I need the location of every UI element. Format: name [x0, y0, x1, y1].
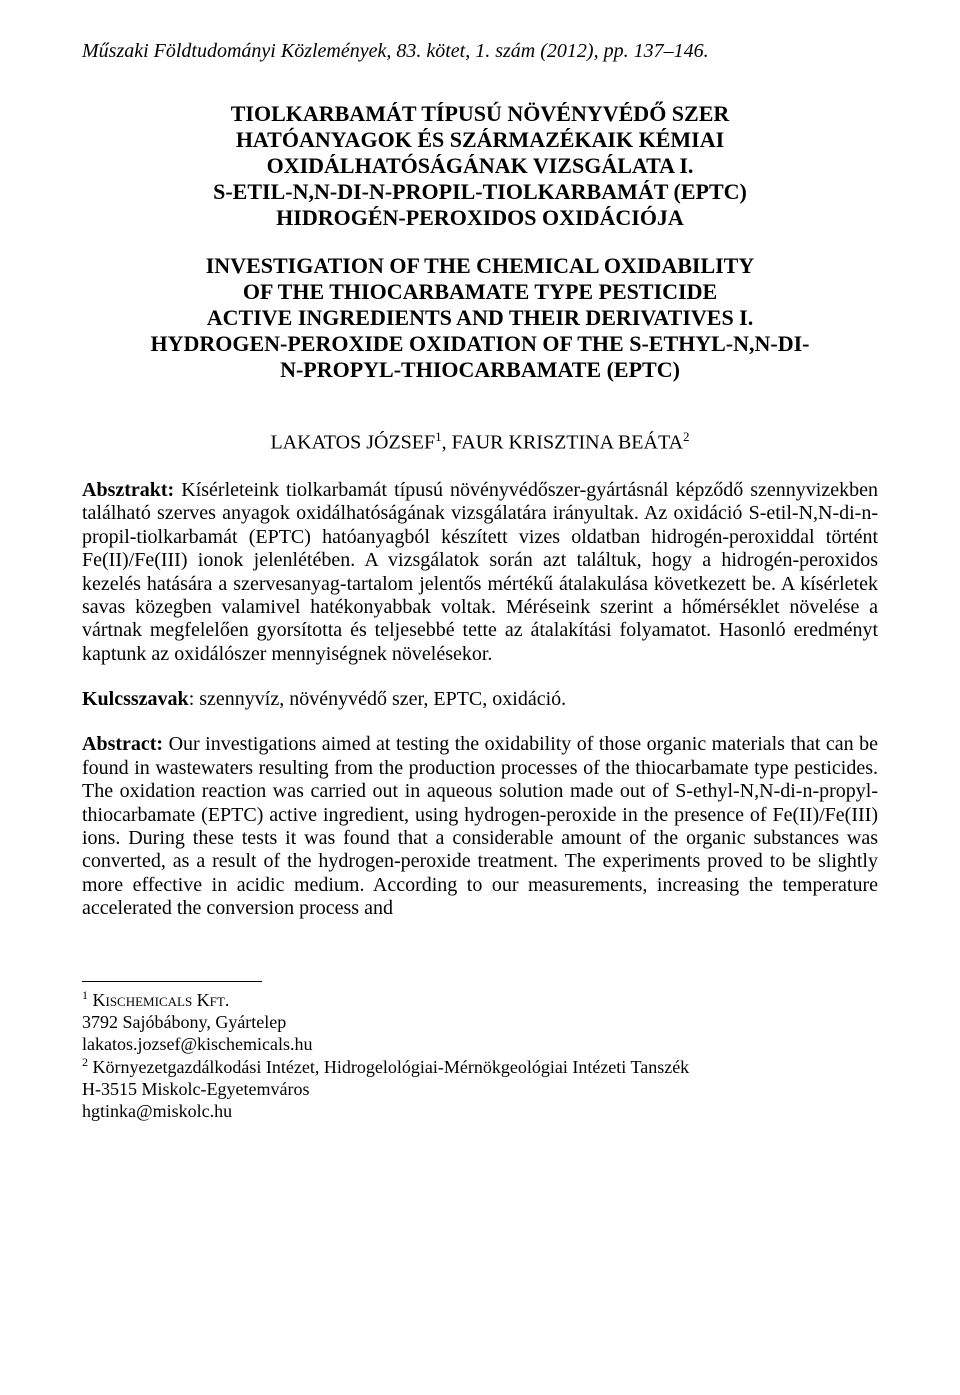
author-1: LAKATOS JÓZSEF — [270, 432, 435, 454]
keywords-hu: Kulcsszavak: szennyvíz, növényvédő szer,… — [82, 688, 878, 711]
title-hu-line5: HIDROGÉN-PEROXIDOS OXIDÁCIÓJA — [82, 205, 878, 231]
abstract-hu-body: Kísérleteink tiolkarbamát típusú növényv… — [82, 479, 878, 665]
abstract-en-lead: Abstract: — [82, 733, 163, 755]
footnote-2: 2 Környezetgazdálkodási Intézet, Hidroge… — [82, 1055, 878, 1079]
title-en-line5: N-PROPYL-THIOCARBAMATE (EPTC) — [82, 357, 878, 383]
author-2: FAUR KRISZTINA BEÁTA — [452, 432, 683, 454]
abstract-en: Abstract: Our investigations aimed at te… — [82, 733, 878, 920]
author-2-affil: 2 — [683, 429, 690, 444]
abstract-en-body: Our investigations aimed at testing the … — [82, 733, 878, 919]
footnote-2-email: hgtinka@miskolc.hu — [82, 1101, 878, 1123]
footnote-1: 1 Kischemicals Kft. — [82, 988, 878, 1012]
abstract-hu-lead: Absztrakt: — [82, 479, 174, 501]
abstract-hu: Absztrakt: Kísérleteink tiolkarbamát típ… — [82, 479, 878, 666]
title-hu-line4: S-ETIL-N,N-DI-N-PROPIL-TIOLKARBAMÁT (EPT… — [82, 179, 878, 205]
footnote-1-address: 3792 Sajóbábony, Gyártelep — [82, 1012, 878, 1034]
journal-line: Műszaki Földtudományi Közlemények, 83. k… — [82, 40, 709, 62]
keywords-hu-body: : szennyvíz, növényvédő szer, EPTC, oxid… — [189, 688, 566, 710]
footnote-2-address: H-3515 Miskolc-Egyetemváros — [82, 1079, 878, 1101]
journal-header: Műszaki Földtudományi Közlemények, 83. k… — [82, 40, 878, 63]
footnotes: 1 Kischemicals Kft. 3792 Sajóbábony, Gyá… — [82, 988, 878, 1124]
footnote-rule — [82, 981, 262, 982]
title-en-line3: ACTIVE INGREDIENTS AND THEIR DERIVATIVES… — [82, 305, 878, 331]
title-hu-line1: TIOLKARBAMÁT TÍPUSÚ NÖVÉNYVÉDŐ SZER — [82, 101, 878, 127]
title-en-line1: INVESTIGATION OF THE CHEMICAL OXIDABILIT… — [82, 253, 878, 279]
title-hu-line3: OXIDÁLHATÓSÁGÁNAK VIZSGÁLATA I. — [82, 153, 878, 179]
footnote-2-org: Környezetgazdálkodási Intézet, Hidrogelo… — [88, 1057, 689, 1077]
title-en-line4: HYDROGEN-PEROXIDE OXIDATION OF THE S-ETH… — [82, 331, 878, 357]
title-hu-line2: HATÓANYAGOK ÉS SZÁRMAZÉKAIK KÉMIAI — [82, 127, 878, 153]
footnote-1-org: Kischemicals Kft. — [88, 990, 229, 1010]
title-block: TIOLKARBAMÁT TÍPUSÚ NÖVÉNYVÉDŐ SZER HATÓ… — [82, 101, 878, 383]
author-sep: , — [442, 432, 452, 454]
title-en-line2: OF THE THIOCARBAMATE TYPE PESTICIDE — [82, 279, 878, 305]
footnote-1-email: lakatos.jozsef@kischemicals.hu — [82, 1034, 878, 1056]
keywords-hu-lead: Kulcsszavak — [82, 688, 189, 710]
authors-line: LAKATOS JÓZSEF1, FAUR KRISZTINA BEÁTA2 — [82, 429, 878, 455]
